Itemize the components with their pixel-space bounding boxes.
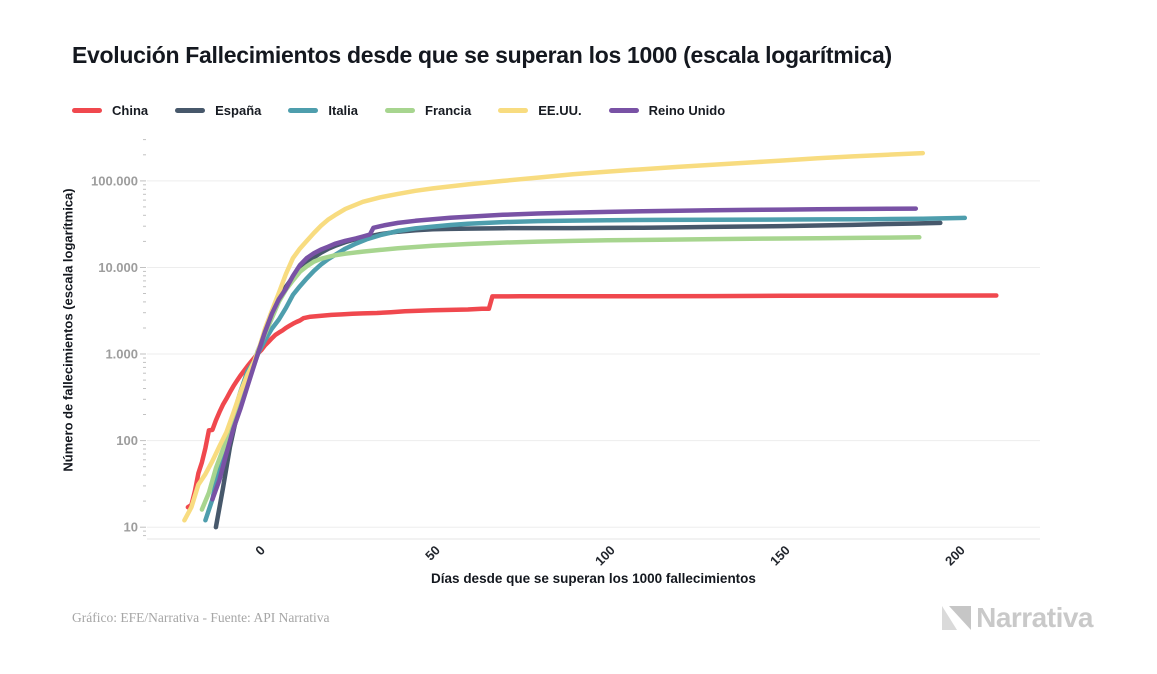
legend-item-italia[interactable]: Italia (288, 103, 358, 118)
legend-item-reino-unido[interactable]: Reino Unido (608, 103, 726, 118)
x-tick-label: 0 (252, 543, 268, 559)
legend-swatch-icon (385, 108, 415, 113)
legend-item-espa-a[interactable]: España (175, 103, 261, 118)
legend-swatch-icon (72, 108, 102, 113)
x-tick-label: 50 (422, 543, 443, 564)
y-tick-label: 10.000 (98, 260, 138, 275)
brand-logo: Narrativa (941, 602, 1093, 634)
y-tick-label: 1.000 (105, 347, 138, 362)
legend-item-china[interactable]: China (72, 103, 148, 118)
legend-label: Italia (328, 103, 358, 118)
x-axis-title: Días desde que se superan los 1000 falle… (431, 571, 756, 586)
series-line-ee-uu- (182, 150, 926, 523)
series-line-espa-a (213, 220, 943, 530)
legend-swatch-icon (288, 108, 319, 113)
legend-label: EE.UU. (538, 103, 582, 118)
legend-label: Francia (425, 103, 472, 118)
x-tick-label: 100 (592, 543, 618, 569)
chart-title: Evolución Fallecimientos desde que se su… (72, 42, 892, 68)
legend-label: Reino Unido (648, 103, 726, 118)
x-tick-label: 200 (942, 543, 968, 569)
y-tick-label: 100 (116, 433, 138, 448)
x-tick-label: 150 (767, 543, 793, 569)
series-line-china (185, 293, 999, 510)
legend-item-francia[interactable]: Francia (385, 103, 471, 118)
y-tick-label: 10 (124, 520, 138, 535)
legend-swatch-icon (498, 108, 529, 113)
legend: China España Italia Francia EE.UU. Reino Unid… (72, 103, 725, 118)
legend-item-ee-uu-[interactable]: EE.UU. (498, 103, 582, 118)
y-tick-label: 100.000 (91, 173, 138, 188)
brand-name: Narrativa (976, 602, 1093, 633)
series-line-italia (203, 215, 968, 523)
legend-swatch-icon (608, 108, 639, 113)
legend-label: China (112, 103, 149, 118)
legend-label: España (215, 103, 262, 118)
legend-swatch-icon (175, 108, 206, 113)
source-credit: Gráfico: EFE/Narrativa - Fuente: API Nar… (72, 610, 330, 625)
series-line-reino-unido (210, 206, 919, 502)
y-axis-title: Número de fallecimientos (escala logarít… (60, 188, 76, 472)
narrativa-n-icon (942, 606, 972, 630)
